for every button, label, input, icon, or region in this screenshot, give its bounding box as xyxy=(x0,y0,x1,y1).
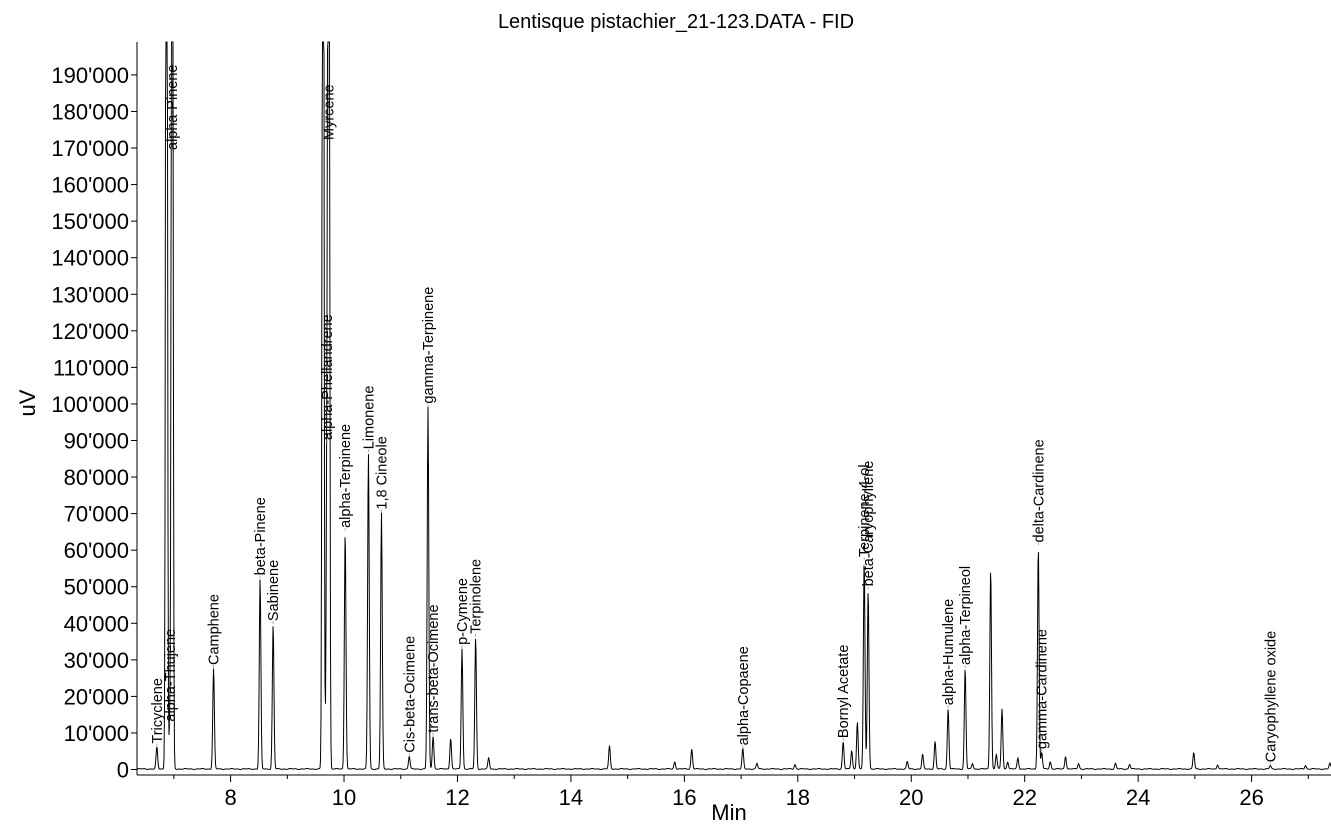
peak-label: beta-Pinene xyxy=(253,497,269,575)
peak-label-group: Myrcene xyxy=(322,45,338,140)
peak-label: trans-beta-Ocimene xyxy=(426,604,442,732)
peak-label-group: gamma-Cardinene xyxy=(1035,629,1051,753)
peak-label-group: p-Cymene xyxy=(455,578,471,648)
peak-label-group: alpha-Phellandrene xyxy=(320,314,336,444)
peak-label: Bornyl Acetate xyxy=(836,645,852,739)
y-tick-label: 110'000 xyxy=(53,355,129,380)
peak-label: Caryophyllene oxide xyxy=(1263,631,1279,762)
peak-label-group: Tricyclene xyxy=(150,678,166,747)
peak-label-group: Terpinolene xyxy=(469,559,485,637)
peak-label: 1,8 Cineole xyxy=(375,436,391,509)
y-tick-label: 20'000 xyxy=(64,684,129,709)
x-tick-label: 16 xyxy=(672,785,696,810)
y-tick-label: 150'000 xyxy=(51,209,129,234)
peak-label-group: Terpinene-4-ol xyxy=(857,464,873,561)
peak-label: Limonene xyxy=(361,386,377,450)
peak-label-group: beta-Caryophyllene xyxy=(861,461,877,590)
y-tick-label: 50'000 xyxy=(64,575,129,600)
peak-label-group: delta-Cardinene xyxy=(1031,439,1047,546)
x-tick-label: 14 xyxy=(559,785,583,810)
y-tick-label: 40'000 xyxy=(64,611,129,636)
y-tick-label: 70'000 xyxy=(64,502,129,527)
peak-label-group: gamma-Terpinene xyxy=(421,287,437,407)
peak-label-group: alpha-Terpinene xyxy=(338,424,354,531)
y-tick-label: 190'000 xyxy=(51,63,129,88)
peak-label: Terpinolene xyxy=(469,559,485,634)
peak-label: alpha-Terpineol xyxy=(958,566,974,665)
peak-label: Sabinene xyxy=(266,560,282,621)
peak-label-group: 1,8 Cineole xyxy=(375,436,391,513)
y-tick-label: 170'000 xyxy=(51,136,129,161)
peak-label-group: beta-Pinene xyxy=(253,497,269,579)
y-tick-label: 130'000 xyxy=(51,282,129,307)
y-tick-label: 0 xyxy=(117,758,129,783)
peak-label: alpha-Thujene xyxy=(163,629,179,722)
y-tick-label: 100'000 xyxy=(51,392,129,417)
peak-label-group: Sabinene xyxy=(266,560,282,625)
y-tick-label: 10'000 xyxy=(64,721,129,746)
x-tick-label: 22 xyxy=(1012,785,1036,810)
peak-label: gamma-Cardinene xyxy=(1035,629,1051,749)
y-axis-label: uV xyxy=(15,389,40,416)
y-tick-label: 80'000 xyxy=(64,465,129,490)
peak-label-group: alpha-Humulene xyxy=(941,599,957,709)
peak-label: p-Cymene xyxy=(455,578,471,645)
peak-label-group: alpha-Copaene xyxy=(736,646,752,749)
peak-label: Camphene xyxy=(207,594,223,665)
x-tick-label: 12 xyxy=(445,785,469,810)
peak-label: alpha-Pinene xyxy=(165,65,181,150)
x-tick-label: 24 xyxy=(1126,785,1150,810)
peak-label: Cis-beta-Ocimene xyxy=(402,636,418,753)
y-tick-label: 140'000 xyxy=(51,246,129,271)
peak-label-group: Caryophyllene oxide xyxy=(1263,631,1279,766)
peak-label-group: alpha-Thujene xyxy=(163,629,179,725)
peak-label: delta-Cardinene xyxy=(1031,439,1047,542)
peak-label-group: Bornyl Acetate xyxy=(836,645,852,742)
peak-label: Myrcene xyxy=(322,84,338,140)
chromatogram-trace xyxy=(136,41,1331,770)
peak-label: alpha-Humulene xyxy=(941,599,957,705)
peak-label-group: Camphene xyxy=(207,594,223,668)
peak-label-group: Limonene xyxy=(361,386,377,453)
x-tick-label: 20 xyxy=(899,785,923,810)
x-tick-label: 10 xyxy=(332,785,356,810)
y-tick-label: 180'000 xyxy=(51,99,129,124)
peak-label: gamma-Terpinene xyxy=(421,287,437,404)
peak-label-group: trans-beta-Ocimene xyxy=(426,604,442,736)
x-axis: 8 10 12 14 16 18 20 22 24 26 xyxy=(173,775,1309,810)
peak-label-group: Cis-beta-Ocimene xyxy=(402,636,418,756)
peak-label: alpha-Copaene xyxy=(736,646,752,745)
y-tick-label: 90'000 xyxy=(64,428,129,453)
peak-label-group: alpha-Terpineol xyxy=(958,566,974,668)
peak-label: alpha-Terpinene xyxy=(338,424,354,528)
x-tick-label: 18 xyxy=(786,785,810,810)
chart-title: Lentisque pistachier_21-123.DATA - FID xyxy=(498,11,854,33)
x-tick-label: 26 xyxy=(1239,785,1263,810)
x-tick-label: 8 xyxy=(224,785,236,810)
y-tick-label: 30'000 xyxy=(64,648,129,673)
x-axis-label: Min xyxy=(711,800,746,825)
peak-label: beta-Caryophyllene xyxy=(861,461,877,587)
y-tick-label: 120'000 xyxy=(51,319,129,344)
peak-label-group: alpha-Pinene xyxy=(165,45,181,150)
peak-label: Terpinene-4-ol xyxy=(857,464,873,557)
peak-label: Tricyclene xyxy=(150,678,166,744)
y-tick-label: 160'000 xyxy=(51,173,129,198)
peak-label: alpha-Phellandrene xyxy=(320,314,336,440)
y-axis: 0 10'000 20'000 30'000 40'000 50'000 60'000 70'… xyxy=(51,63,137,783)
y-tick-label: 60'000 xyxy=(64,538,129,563)
